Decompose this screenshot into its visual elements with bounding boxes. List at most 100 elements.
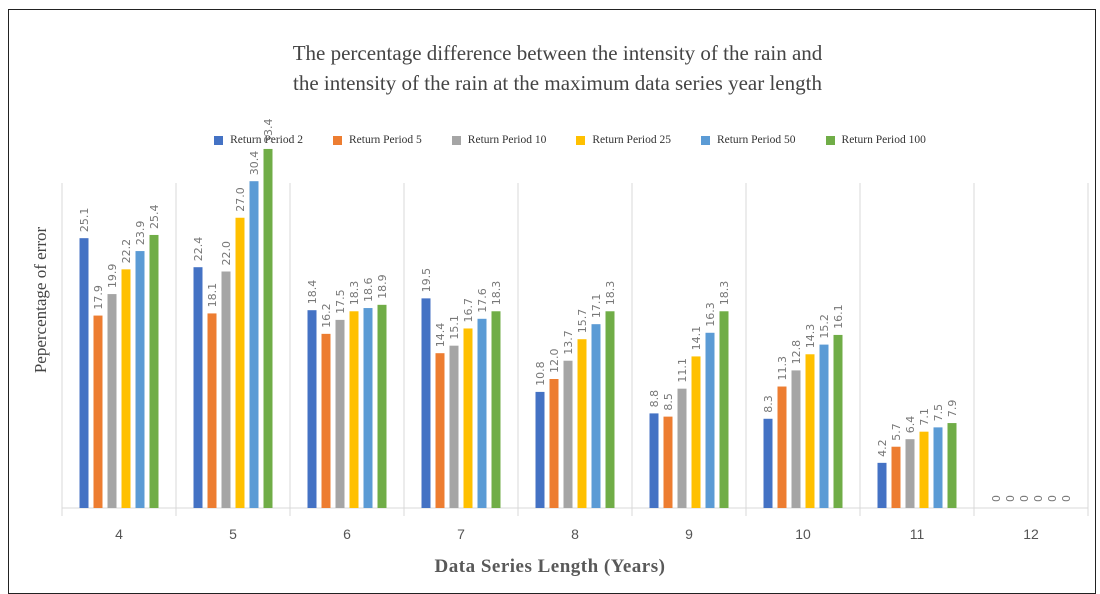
data-label: 18.3 xyxy=(490,281,503,306)
legend-label: Return Period 2 xyxy=(230,134,303,146)
bar-10-series-0 xyxy=(763,418,773,508)
bar-4-series-4 xyxy=(135,251,145,508)
x-tick-label: 10 xyxy=(795,526,811,542)
data-label: 16.3 xyxy=(704,302,717,327)
bar-8-series-4 xyxy=(591,324,601,508)
data-label: 6.4 xyxy=(904,416,917,434)
bar-10-series-3 xyxy=(805,354,815,508)
data-label: 17.1 xyxy=(590,294,603,319)
bar-7-series-5 xyxy=(491,311,501,508)
data-label: 7.1 xyxy=(918,408,931,426)
bar-11-series-5 xyxy=(947,423,957,508)
bar-5-series-0 xyxy=(193,267,203,508)
data-label: 0 xyxy=(1032,495,1045,502)
chart-title-line-1: The percentage difference between the in… xyxy=(292,41,823,65)
y-axis-title: Pepercentage of error xyxy=(31,227,50,374)
data-label: 16.7 xyxy=(462,298,475,323)
data-label: 7.9 xyxy=(946,400,959,418)
legend-label: Return Period 5 xyxy=(348,134,422,146)
legend-swatch xyxy=(825,135,835,145)
bar-11-series-1 xyxy=(891,446,901,508)
bar-10-series-5 xyxy=(833,334,843,508)
bar-6-series-0 xyxy=(307,310,317,508)
bar-5-series-5 xyxy=(263,148,273,508)
data-label: 8.5 xyxy=(662,393,675,411)
legend-label: Return Period 100 xyxy=(841,134,926,146)
bar-11-series-0 xyxy=(877,462,887,508)
x-axis-title: Data Series Length (Years) xyxy=(435,556,666,577)
data-label: 0 xyxy=(1046,495,1059,502)
chart-title: The percentage difference between the in… xyxy=(0,38,1100,98)
data-label: 22.0 xyxy=(220,241,233,266)
bar-8-series-5 xyxy=(605,311,615,508)
x-tick-label: 9 xyxy=(685,526,693,542)
data-label: 17.9 xyxy=(92,285,105,310)
bar-6-series-1 xyxy=(321,333,331,508)
data-label: 17.5 xyxy=(334,289,347,314)
bar-5-series-4 xyxy=(249,181,259,508)
bar-6-series-2 xyxy=(335,319,345,508)
bar-5-series-3 xyxy=(235,217,245,508)
legend-item-4: Return Period 50 xyxy=(700,134,796,146)
data-label: 15.1 xyxy=(448,315,461,340)
data-label: 30.4 xyxy=(248,151,261,176)
bar-9-series-2 xyxy=(677,388,687,508)
data-label: 12.8 xyxy=(790,340,803,365)
bar-4-series-5 xyxy=(149,234,159,508)
data-label: 19.9 xyxy=(106,264,119,289)
chart-legend: Return Period 2 Return Period 5 Return Per… xyxy=(0,134,1100,146)
data-label: 23.9 xyxy=(134,221,147,246)
legend-item-0: Return Period 2 xyxy=(214,134,303,146)
legend-label: Return Period 10 xyxy=(467,134,547,146)
x-tick-label: 5 xyxy=(229,526,237,542)
data-label: 10.8 xyxy=(534,361,547,386)
bar-10-series-1 xyxy=(777,386,787,508)
x-tick-label: 8 xyxy=(571,526,579,542)
legend-label: Return Period 50 xyxy=(716,134,796,146)
x-tick-label: 11 xyxy=(910,526,925,542)
data-label: 7.5 xyxy=(932,404,945,422)
bar-11-series-2 xyxy=(905,439,915,508)
legend-item-2: Return Period 10 xyxy=(451,134,547,146)
data-label: 19.5 xyxy=(420,268,433,293)
bar-4-series-2 xyxy=(107,294,117,508)
bar-9-series-1 xyxy=(663,416,673,508)
legend-swatch xyxy=(576,135,586,145)
chart-title-line-2: the intensity of the rain at the maximum… xyxy=(293,71,822,95)
bar-9-series-4 xyxy=(705,332,715,508)
x-tick-label: 4 xyxy=(115,526,123,542)
data-label: 25.1 xyxy=(78,208,91,233)
data-label: 0 xyxy=(1018,495,1031,502)
bar-5-series-1 xyxy=(207,313,217,508)
bar-11-series-3 xyxy=(919,431,929,508)
data-label: 15.2 xyxy=(818,314,831,339)
data-label: 22.4 xyxy=(192,237,205,262)
data-label: 18.9 xyxy=(376,274,389,299)
bar-8-series-3 xyxy=(577,339,587,508)
bar-9-series-5 xyxy=(719,311,729,508)
data-label: 16.1 xyxy=(832,304,845,329)
legend-swatch xyxy=(700,135,710,145)
bar-6-series-4 xyxy=(363,308,373,508)
data-label: 15.7 xyxy=(576,309,589,334)
bar-7-series-0 xyxy=(421,298,431,508)
data-label: 18.6 xyxy=(362,278,375,303)
data-label: 22.2 xyxy=(120,239,133,264)
data-label: 18.3 xyxy=(718,281,731,306)
bar-10-series-2 xyxy=(791,370,801,508)
legend-item-1: Return Period 5 xyxy=(332,134,422,146)
data-label: 8.8 xyxy=(648,390,661,408)
data-label: 0 xyxy=(1060,495,1073,502)
bar-9-series-0 xyxy=(649,413,659,508)
bar-7-series-2 xyxy=(449,345,459,508)
bar-4-series-1 xyxy=(93,315,103,508)
bar-4-series-3 xyxy=(121,269,131,508)
data-label: 4.2 xyxy=(876,439,889,457)
bar-4-series-0 xyxy=(79,238,89,509)
bar-6-series-3 xyxy=(349,311,359,508)
bar-10-series-4 xyxy=(819,344,829,508)
data-label: 18.3 xyxy=(604,281,617,306)
bar-8-series-1 xyxy=(549,379,559,508)
data-label: 12.0 xyxy=(548,349,561,374)
data-label: 14.1 xyxy=(690,326,703,351)
